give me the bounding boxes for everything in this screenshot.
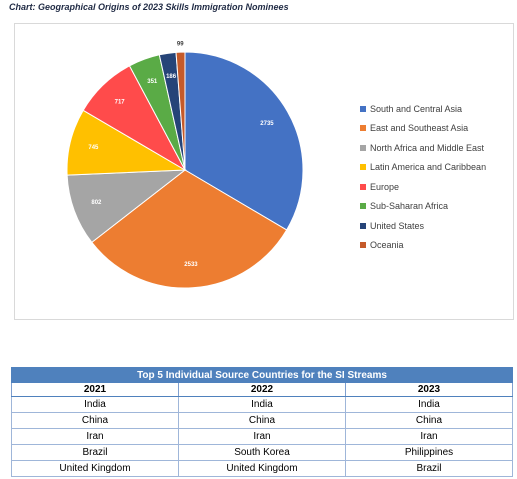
legend-label: Sub-Saharan Africa: [370, 201, 449, 212]
legend-item-east-and-southeast-asia: East and Southeast Asia: [360, 119, 486, 139]
table-cell: Brazil: [11, 444, 179, 461]
legend-item-united-states: United States: [360, 216, 486, 236]
legend-label: South and Central Asia: [370, 103, 463, 114]
legend-swatch: [360, 164, 366, 171]
table-cell: United Kingdom: [178, 460, 346, 477]
legend-item-north-africa-and-middle-east: North Africa and Middle East: [360, 138, 486, 158]
legend-item-sub-saharan-africa: Sub-Saharan Africa: [360, 197, 486, 217]
table-cell: Iran: [178, 428, 346, 445]
legend-item-latin-america-and-caribbean: Latin America and Caribbean: [360, 158, 486, 178]
legend-label: United States: [370, 220, 425, 231]
table-row: China China China: [11, 412, 513, 429]
column-header-2023: 2023: [345, 382, 513, 397]
legend-swatch: [360, 105, 366, 112]
data-label-oceania: 99: [177, 42, 184, 48]
data-label-latin-america-and-caribbean: 745: [88, 145, 99, 151]
legend-label: Oceania: [370, 240, 404, 251]
source-countries-table-container: Top 5 Individual Source Countries for th…: [11, 367, 513, 477]
legend-swatch: [360, 125, 366, 132]
table-cell: India: [11, 396, 179, 413]
table-cell: China: [178, 412, 346, 429]
chart-area: 2735 2533 802 745 717 351 186 99 South and Cent…: [14, 23, 514, 320]
table-cell: Brazil: [345, 460, 513, 477]
table-cell: India: [345, 396, 513, 413]
pie-slice-east-and-southeast-asia: [91, 169, 288, 289]
table-cell: Iran: [345, 428, 513, 445]
column-header-2022: 2022: [178, 382, 346, 397]
legend-swatch: [360, 242, 366, 249]
table-cell: United Kingdom: [11, 460, 179, 477]
table-title: Top 5 Individual Source Countries for th…: [11, 367, 513, 383]
data-label-europe: 717: [115, 99, 126, 105]
table-cell: China: [11, 412, 179, 429]
pie-slice-south-and-central-asia: [184, 51, 304, 231]
table-cell: Philippines: [345, 444, 513, 461]
data-label-united-states: 186: [166, 74, 177, 80]
source-countries-table: Top 5 Individual Source Countries for th…: [11, 367, 513, 477]
legend-swatch: [360, 183, 366, 190]
legend-label: North Africa and Middle East: [370, 142, 485, 153]
legend-item-south-and-central-asia: South and Central Asia: [360, 99, 486, 119]
pie-slice-oceania: [175, 51, 186, 171]
table-cell: South Korea: [178, 444, 346, 461]
legend-swatch: [360, 144, 366, 151]
legend-label: Europe: [370, 181, 400, 192]
column-header-2021: 2021: [11, 382, 179, 397]
table-cell: China: [345, 412, 513, 429]
legend-swatch: [360, 203, 366, 210]
data-label-east-and-southeast-asia: 2533: [184, 262, 198, 268]
legend-label: Latin America and Caribbean: [370, 162, 487, 173]
table-row: Iran Iran Iran: [11, 428, 513, 445]
legend-item-europe: Europe: [360, 177, 486, 197]
legend-item-oceania: Oceania: [360, 236, 486, 256]
chart-caption: Chart: Geographical Origins of 2023 Skil…: [9, 2, 289, 12]
data-label-north-africa-and-middle-east: 802: [91, 200, 102, 206]
data-label-south-and-central-asia: 2735: [260, 121, 274, 127]
table-row: India India India: [11, 396, 513, 413]
data-label-sub-saharan-africa: 351: [147, 79, 158, 85]
legend-swatch: [360, 222, 366, 229]
chart-legend: South and Central Asia East and Southeast…: [360, 99, 486, 255]
pie-chart: 2735 2533 802 745 717 351 186 99: [66, 42, 304, 289]
table-row: United Kingdom United Kingdom Brazil: [11, 460, 513, 477]
table-cell: Iran: [11, 428, 179, 445]
pie-slice-north-africa-and-middle-east: [66, 169, 187, 244]
table-cell: India: [178, 396, 346, 413]
legend-label: East and Southeast Asia: [370, 123, 469, 134]
table-row: Brazil South Korea Philippines: [11, 444, 513, 461]
